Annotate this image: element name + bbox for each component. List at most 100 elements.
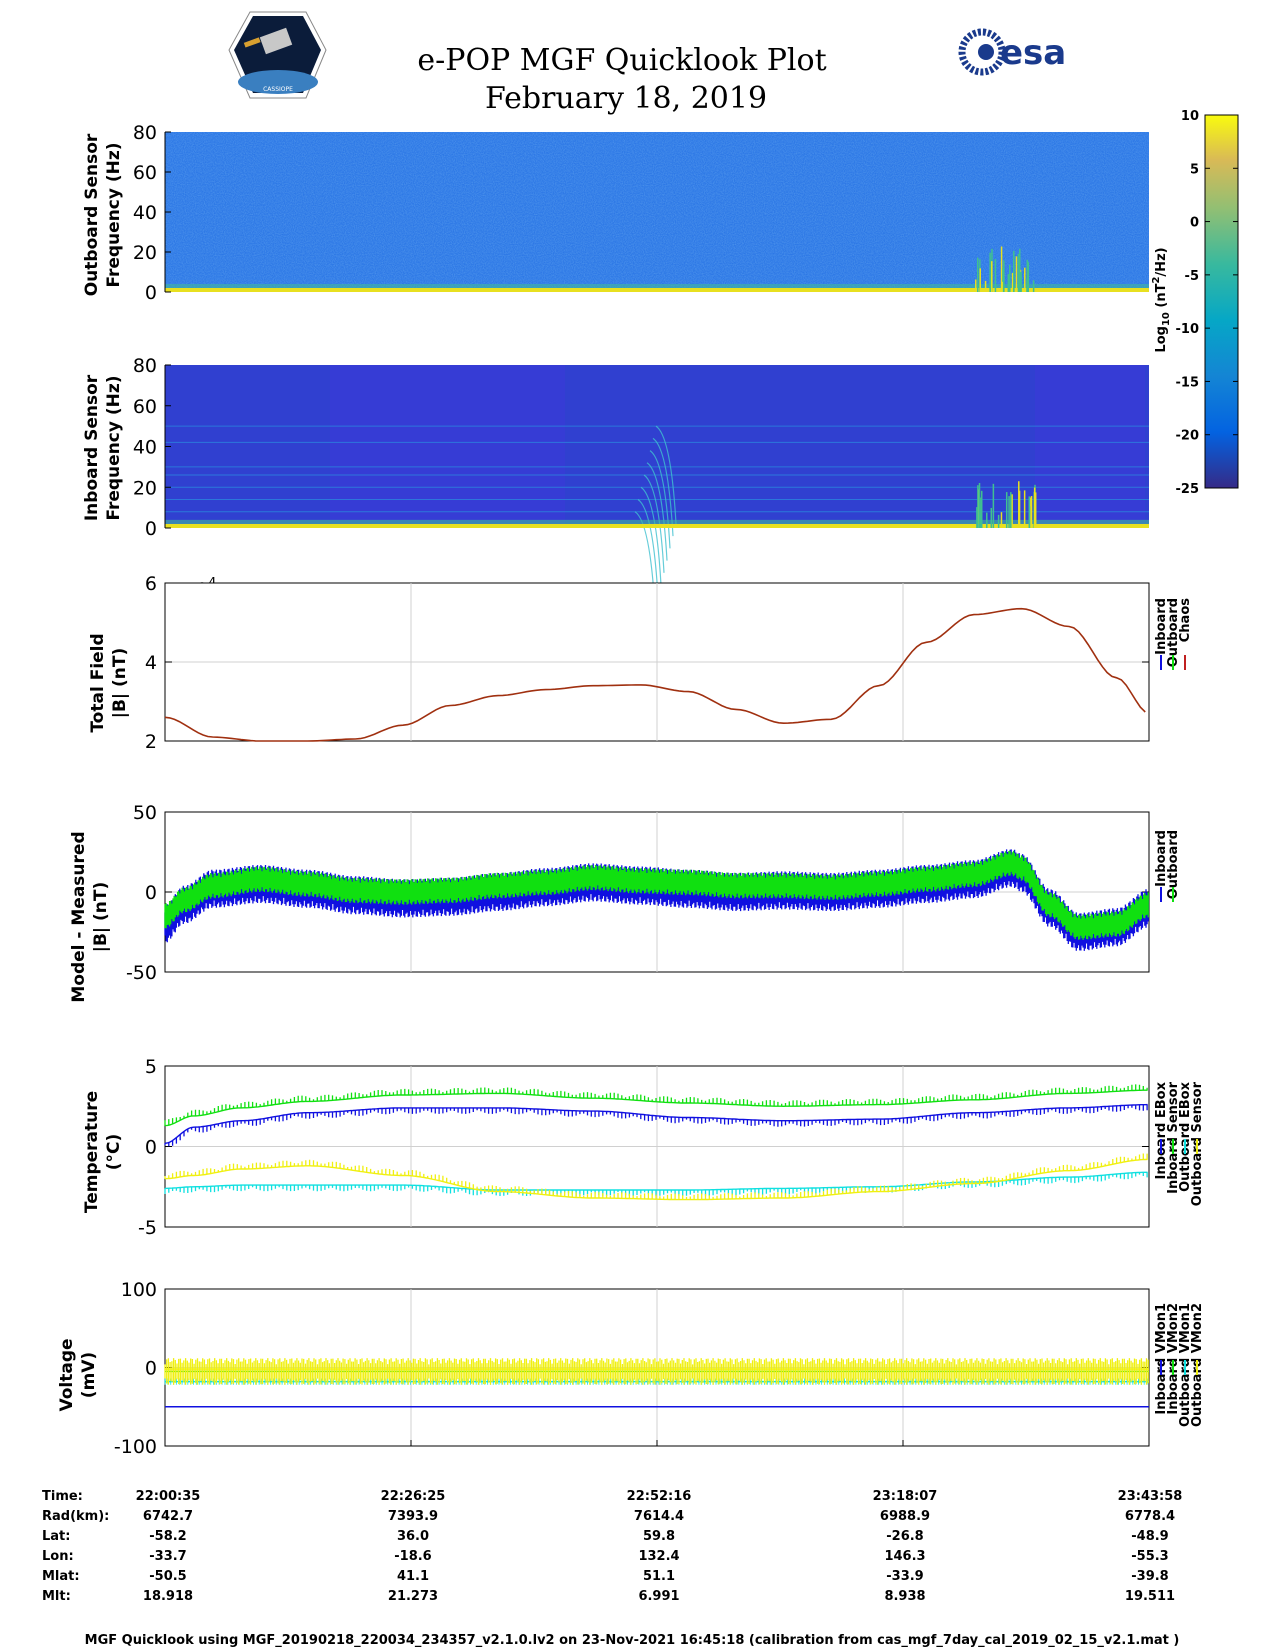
burst-mark — [981, 491, 983, 528]
table-cell: -58.2 — [149, 1529, 186, 1544]
table-cell: 23:18:07 — [873, 1489, 938, 1504]
burst-mark — [1019, 491, 1021, 528]
esa-logo: esa — [962, 32, 1066, 73]
burst-mark — [1016, 256, 1018, 292]
burst-mark — [993, 484, 995, 528]
page-date: February 18, 2019 — [485, 81, 767, 116]
footer-text: MGF Quicklook using MGF_20190218_220034_… — [85, 1633, 1180, 1648]
table-cell: 6.991 — [638, 1589, 679, 1604]
colorbar-tick-label: -20 — [1176, 429, 1200, 444]
colorbar-tick-label: -25 — [1176, 482, 1200, 497]
burst-mark — [1008, 496, 1010, 528]
table-cell: 36.0 — [397, 1529, 429, 1544]
table-cell: 7393.9 — [388, 1509, 438, 1524]
colorbar: 10 5 0 -5 -10 -15 -20 -25 Log10 (nT2/Hz) — [1151, 109, 1238, 497]
table-cell: 19.511 — [1125, 1589, 1175, 1604]
burst-mark — [1006, 492, 1008, 528]
table-cell: 6778.4 — [1125, 1509, 1175, 1524]
voltage-ylabel-1: Voltage — [57, 1338, 77, 1411]
quicklook-figure: CASSIOPE e-POP MGF Quicklook Plot Februa… — [0, 0, 1275, 1650]
table-cell: -50.5 — [149, 1569, 186, 1584]
burst-mark — [991, 508, 993, 528]
time-table: Time:Rad(km):Lat:Lon:Mlat:Mlt:22:00:3567… — [42, 1489, 1182, 1604]
y-tick-label: 0 — [145, 882, 157, 904]
burst-mark — [1001, 282, 1003, 292]
y-tick-label: 0 — [145, 282, 157, 304]
table-cell: -33.7 — [149, 1549, 186, 1564]
outboard-ylabel-1: Outboard Sensor — [82, 133, 102, 296]
y-tick-label: -5 — [138, 1217, 157, 1239]
burst-mark — [1019, 249, 1021, 292]
y-tick-label: 5 — [145, 1056, 157, 1078]
inboard-spectrogram — [165, 365, 1149, 528]
colorbar-tick-label: 10 — [1181, 109, 1199, 124]
burst-mark — [1011, 494, 1013, 528]
table-cell: -39.8 — [1131, 1569, 1168, 1584]
y-tick-label: 80 — [133, 122, 157, 144]
spectrogram-band — [330, 365, 565, 528]
burst-mark — [1020, 272, 1022, 292]
colorbar-tick-label: -5 — [1185, 269, 1199, 284]
outboard-ylabel-2: Frequency (Hz) — [104, 142, 124, 287]
page-title: e-POP MGF Quicklook Plot — [417, 43, 826, 78]
burst-mark — [1010, 492, 1012, 528]
delta-ylabel-2: |B| (nT) — [91, 882, 111, 953]
row-label: Lon: — [42, 1549, 74, 1564]
table-cell: 22:52:16 — [627, 1489, 692, 1504]
colorbar-tick-label: 0 — [1190, 216, 1199, 231]
y-tick-label: 50 — [133, 802, 157, 824]
burst-mark — [1031, 496, 1033, 528]
burst-mark — [977, 485, 979, 528]
y-tick-label: -100 — [114, 1436, 157, 1458]
y-tick-label: 0 — [145, 1358, 157, 1380]
table-cell: 21.273 — [388, 1589, 438, 1604]
burst-mark — [985, 281, 987, 292]
table-cell: 59.8 — [643, 1529, 675, 1544]
table-cell: 6742.7 — [143, 1509, 193, 1524]
header: CASSIOPE e-POP MGF Quicklook Plot Februa… — [229, 12, 1066, 116]
table-cell: 51.1 — [643, 1569, 675, 1584]
voltage-panel: Voltage (mV) -100 0 100 Inboard VMon1Inboar… — [57, 1279, 1205, 1458]
burst-mark — [1024, 490, 1026, 528]
burst-mark — [1024, 268, 1026, 292]
temperature-ylabel-2: (°C) — [104, 1134, 124, 1171]
y-tick-label: 40 — [133, 437, 157, 459]
burst-mark — [1009, 265, 1011, 292]
row-label: Mlat: — [42, 1569, 80, 1584]
burst-mark — [991, 261, 993, 292]
colorbar-tick-label: -15 — [1176, 375, 1200, 390]
burst-mark — [977, 258, 979, 292]
row-label: Time: — [42, 1489, 83, 1504]
table-cell: 18.918 — [143, 1589, 193, 1604]
table-cell: 132.4 — [638, 1549, 679, 1564]
inboard-spectrogram-panel: 0 20 40 60 80 Inboard Sensor Frequency (Hz) — [82, 355, 1149, 610]
burst-mark — [1033, 280, 1035, 292]
legend-label: Chaos — [1178, 598, 1193, 642]
y-tick-label: 20 — [133, 242, 157, 264]
table-cell: 8.938 — [884, 1589, 925, 1604]
y-tick-label: 6 — [145, 573, 157, 595]
burst-mark — [979, 268, 981, 292]
y-tick-label: -50 — [126, 962, 157, 984]
y-tick-label: 80 — [133, 355, 157, 377]
table-cell: -33.9 — [886, 1569, 923, 1584]
y-tick-label: 4 — [145, 652, 157, 674]
table-cell: -48.9 — [1131, 1529, 1168, 1544]
colorbar-label: Log10 (nT2/Hz) — [1151, 247, 1172, 352]
burst-mark — [975, 279, 977, 292]
y-tick-label: 2 — [145, 731, 157, 753]
agency-logo-text: esa — [1000, 33, 1066, 73]
table-cell: 146.3 — [884, 1549, 925, 1564]
table-cell: -26.8 — [886, 1529, 923, 1544]
table-cell: -55.3 — [1131, 1549, 1168, 1564]
row-label: Lat: — [42, 1529, 70, 1544]
y-tick-label: 60 — [133, 162, 157, 184]
table-cell: 22:26:25 — [381, 1489, 446, 1504]
colorbar-tick-label: -10 — [1176, 322, 1200, 337]
voltage-ylabel-2: (mV) — [79, 1352, 99, 1398]
table-cell: -18.6 — [394, 1549, 431, 1564]
row-label: Mlt: — [42, 1589, 71, 1604]
voltage-noise — [165, 1358, 1148, 1385]
temperature-panel: Temperature (°C) -505Inboard EBoxInboard… — [82, 1056, 1205, 1239]
total-field-ylabel-1: Total Field — [88, 633, 108, 732]
